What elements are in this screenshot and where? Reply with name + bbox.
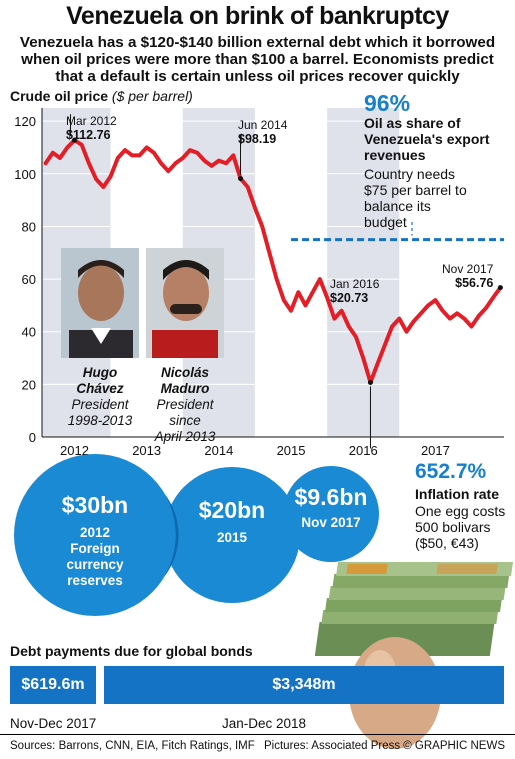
x-tick-label: 2012 (60, 443, 89, 458)
y-tick-label: 120 (14, 114, 36, 129)
y-tick-label: 20 (22, 377, 36, 392)
oil-share-value: 96% (364, 90, 411, 116)
page-subtitle: Venezuela has a $120-$140 billion extern… (19, 34, 496, 85)
x-tick-label: 2013 (132, 443, 161, 458)
oil-price-line (43, 138, 503, 385)
annotation-dot (238, 176, 244, 182)
annotation-mar-2012: Mar 2012 $112.76 (66, 114, 117, 142)
y-tick-label: 100 (14, 167, 36, 182)
inflation-value: 652.7% (415, 460, 487, 483)
footer: Sources: Barrons, CNN, EIA, Fitch Rating… (0, 734, 515, 759)
x-tick-label: 2017 (421, 443, 450, 458)
chavez-photo (61, 248, 139, 358)
annotation-dot (497, 285, 503, 291)
reserves-nov-2017: $9.6bn Nov 2017 (294, 484, 368, 530)
debt-bar-2018: $3,348m (104, 666, 504, 704)
page-title: Venezuela on brink of bankruptcy (66, 2, 449, 30)
annotation-dot (367, 379, 373, 385)
debt-heading: Debt payments due for global bonds (10, 643, 253, 659)
debt-period-2017: Nov-Dec 2017 (10, 716, 97, 731)
egg-price: One egg costs 500 bolivars ($50, €43) (415, 503, 506, 551)
oil-share-label: Oil as share of Venezuela's export reven… (364, 115, 490, 163)
reserves-2012: $30bn 2012 Foreign currency reserves (61, 492, 129, 588)
annotation-jun-2014: Jun 2014 $98.19 (238, 118, 288, 146)
annotation-jan-2016: Jan 2016 $20.73 (330, 277, 380, 305)
maduro-photo (146, 248, 224, 358)
budget-note: Country needs $75 per barrel to balance … (364, 166, 467, 230)
year-band (254, 108, 328, 437)
chart-unit: ($ per barrel) (111, 88, 193, 104)
inflation-label: Inflation rate (415, 486, 500, 502)
y-tick-label: 0 (29, 430, 36, 445)
footer-credit: © GRAPHIC NEWS (403, 740, 505, 752)
x-tick-label: 2014 (204, 443, 233, 458)
chart-title: Crude oil price ($ per barrel) (10, 88, 193, 104)
y-tick-label: 60 (22, 272, 36, 287)
y-tick-label: 40 (22, 325, 36, 340)
y-tick-label: 80 (22, 219, 36, 234)
reserves-2015: $20bn 2015 (198, 497, 266, 545)
footer-sources: Sources: Barrons, CNN, EIA, Fitch Rating… (10, 740, 255, 752)
chavez-caption: Hugo Chávez President 1998-2013 (67, 365, 133, 428)
x-tick-label: 2015 (277, 443, 306, 458)
maduro-caption: Nicolás Maduro President since April 2013 (154, 365, 216, 444)
annotation-nov-2017: Nov 2017 $56.76 (442, 262, 494, 290)
footer-pictures: Pictures: Associated Press (264, 740, 401, 752)
year-band (399, 108, 504, 437)
annotation-dot (71, 137, 77, 143)
year-band (327, 108, 400, 437)
debt-bar-2017: $619.6m (10, 666, 96, 704)
debt-period-2018: Jan-Dec 2018 (222, 716, 307, 731)
